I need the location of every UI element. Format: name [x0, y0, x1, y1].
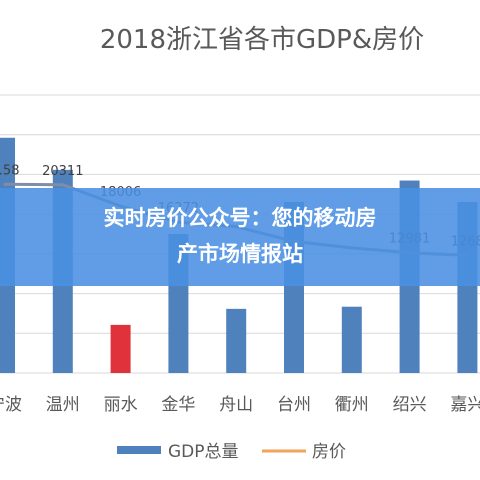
x-tick-label: 金华: [161, 395, 195, 415]
legend-label-price: 房价: [312, 442, 346, 462]
x-tick-label: 丽水: [104, 395, 138, 415]
banner-line-1: 实时房价公众号：您的移动房: [103, 206, 377, 230]
data-label: 3.58: [0, 163, 19, 178]
x-tick-label: 温州: [46, 395, 80, 415]
x-tick-label: 衢州: [335, 394, 369, 415]
data-label: 20311: [42, 164, 83, 179]
legend: GDP总量 房价: [117, 442, 346, 462]
watermark-banner: 实时房价公众号：您的移动房 产市场情报站: [0, 188, 480, 286]
price-point: [61, 183, 65, 187]
x-tick-label: 宁波: [0, 395, 22, 415]
x-axis-ticks: 宁波 温州 丽水 金华 舟山 台州 衢州 绍兴 嘉兴: [0, 394, 480, 415]
chart-title: 2018浙江省各市GDP&房价: [100, 25, 424, 55]
legend-swatch-gdp: [117, 446, 161, 454]
bar-衢州: [341, 306, 362, 373]
x-tick-label: 嘉兴: [450, 395, 480, 415]
legend-label-gdp: GDP总量: [168, 442, 239, 462]
banner-line-2: 产市场情报站: [177, 242, 303, 266]
price-point: [3, 182, 7, 186]
x-tick-label: 舟山: [219, 395, 253, 415]
x-tick-label: 绍兴: [393, 395, 427, 415]
bar-舟山: [226, 308, 247, 373]
x-tick-label: 台州: [277, 395, 311, 415]
bar-丽水: [110, 324, 131, 373]
